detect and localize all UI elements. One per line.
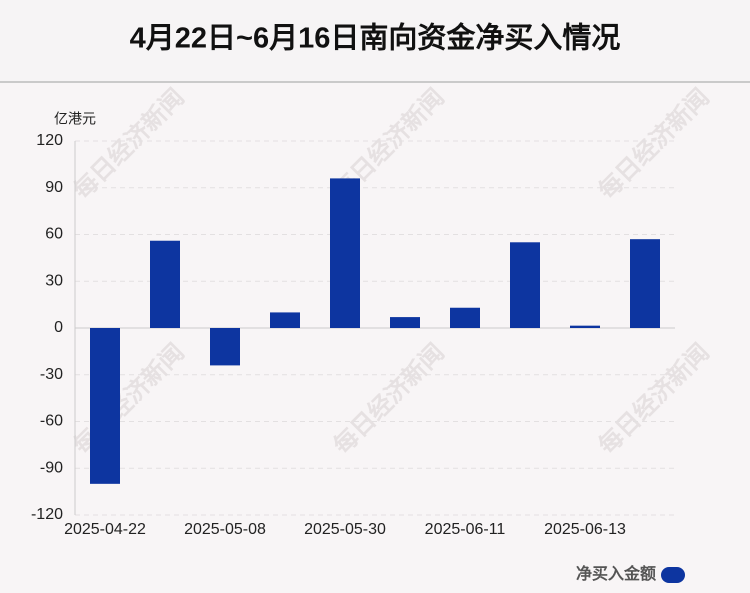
chart-title: 4月22日~6月16日南向资金净买入情况 <box>130 21 621 55</box>
y-tick-label: 0 <box>54 319 63 336</box>
watermark: 每日经济新闻 <box>592 337 714 459</box>
y-tick-label: 90 <box>45 179 63 196</box>
y-tick-label: 60 <box>45 226 63 243</box>
y-tick-label: 120 <box>36 132 63 149</box>
bar <box>210 328 240 366</box>
bar <box>90 328 120 484</box>
x-tick-label: 2025-04-22 <box>64 521 146 538</box>
x-tick-label: 2025-06-13 <box>544 521 626 538</box>
legend-label: 净买入金额 <box>576 564 656 583</box>
bar <box>570 325 600 328</box>
bar <box>390 317 420 328</box>
bar <box>510 242 540 328</box>
title-banner <box>0 0 750 82</box>
y-tick-label: -90 <box>40 459 63 476</box>
x-tick-label: 2025-05-08 <box>184 521 266 538</box>
y-tick-label: 30 <box>45 272 63 289</box>
y-axis-unit: 亿港元 <box>54 111 96 127</box>
watermark: 每日经济新闻 <box>327 337 449 459</box>
watermark: 每日经济新闻 <box>67 337 189 459</box>
x-tick-label: 2025-06-11 <box>425 521 506 538</box>
bar <box>270 312 300 328</box>
bar <box>330 178 360 328</box>
y-tick-label: -60 <box>40 413 63 430</box>
bar <box>150 240 180 328</box>
bar <box>630 239 660 328</box>
y-tick-label: -30 <box>40 366 63 383</box>
watermark: 每日经济新闻 <box>67 82 189 204</box>
x-tick-label: 2025-05-30 <box>304 521 386 538</box>
legend-swatch <box>661 567 685 583</box>
bar <box>450 307 480 328</box>
y-tick-label: -120 <box>31 506 63 523</box>
watermark: 每日经济新闻 <box>592 82 714 204</box>
